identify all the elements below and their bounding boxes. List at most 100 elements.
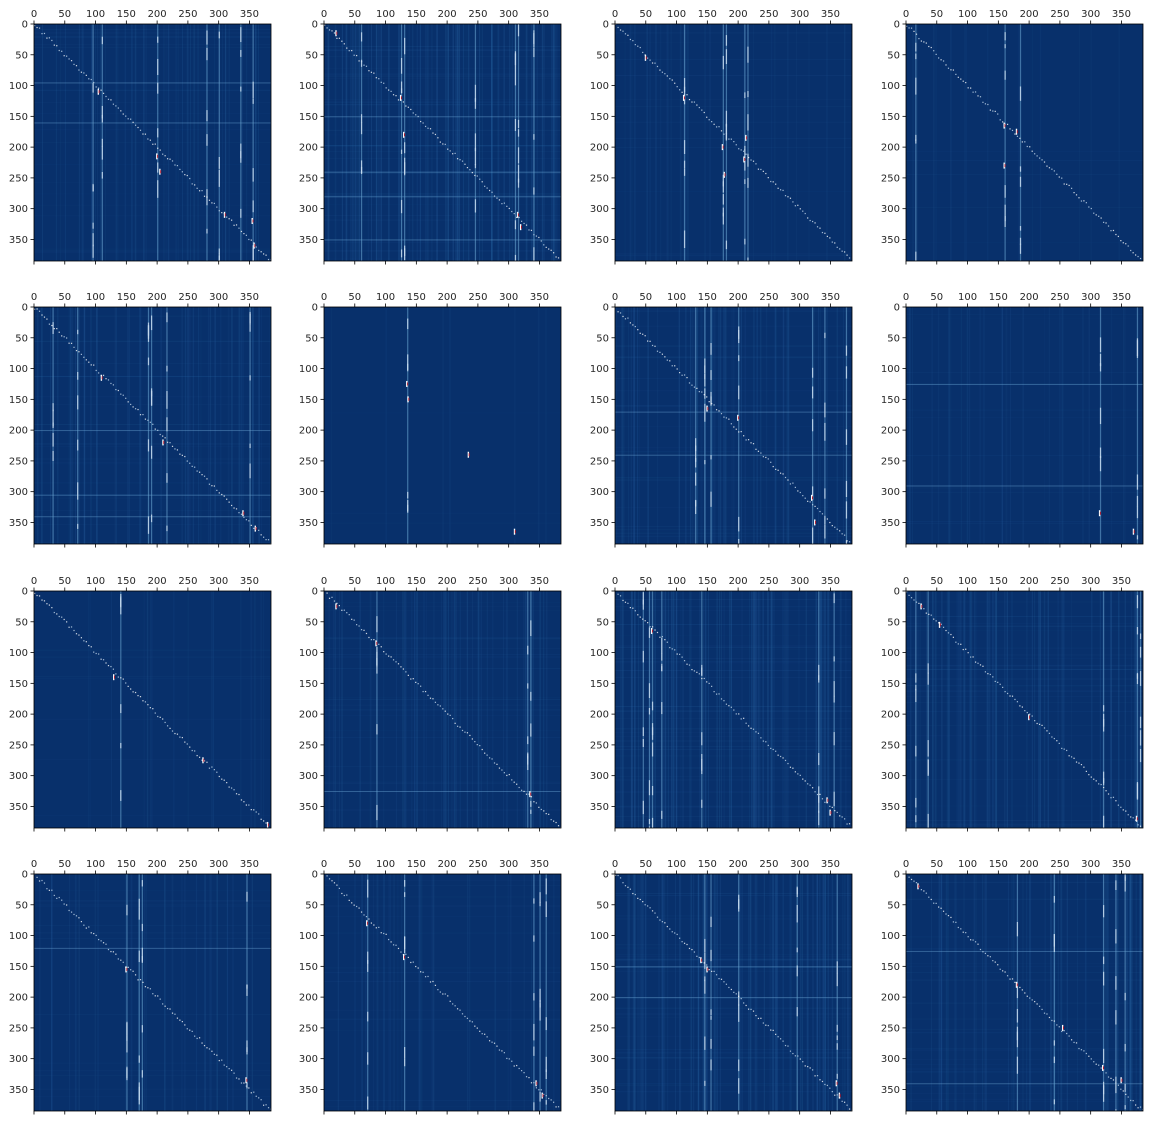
diagonal-cell <box>550 1099 552 1101</box>
column-peak <box>367 879 369 898</box>
texture-column <box>210 874 212 1111</box>
texture-row <box>906 455 1143 457</box>
diagonal-cell <box>656 350 659 352</box>
peak-cell <box>156 153 158 160</box>
diagonal-cell <box>43 32 46 35</box>
texture-column <box>36 307 39 544</box>
diagonal-cell <box>90 646 92 648</box>
column-peak <box>533 1023 535 1041</box>
diagonal-cell <box>358 907 360 909</box>
texture-column <box>137 874 139 1111</box>
x-tick-label: 250 <box>1050 292 1069 303</box>
texture-row <box>615 529 852 531</box>
diagonal-cell <box>235 1077 238 1079</box>
texture-column <box>252 307 254 544</box>
diagonal-cell <box>841 816 843 818</box>
texture-row <box>906 668 1143 670</box>
column-peak <box>1099 337 1102 353</box>
texture-column <box>462 24 464 261</box>
texture-row <box>324 653 561 655</box>
column-peak <box>1102 815 1105 828</box>
column-peak <box>545 901 547 918</box>
y-tick-label: 0 <box>894 587 900 598</box>
diagonal-cell <box>58 331 60 333</box>
texture-column <box>466 591 469 828</box>
diagonal-cell <box>132 970 134 972</box>
diagonal-cell <box>982 665 984 667</box>
diagonal-cell <box>619 312 622 314</box>
texture-column <box>1052 874 1054 1111</box>
texture-column <box>334 24 337 261</box>
texture-column <box>1060 874 1063 1111</box>
diagonal-cell <box>933 50 935 52</box>
texture-column <box>448 24 449 261</box>
bright-column <box>796 874 798 1111</box>
diagonal-cell <box>550 249 552 251</box>
column-peak <box>249 324 251 332</box>
diagonal-cell <box>730 138 732 140</box>
column-peak <box>1053 1056 1055 1064</box>
bright-column <box>701 591 703 828</box>
diagonal-cell <box>255 1095 257 1097</box>
diagonal-cell <box>972 91 974 93</box>
diagonal-cell <box>1073 757 1075 759</box>
diagonal-cell <box>760 168 762 171</box>
diagonal-cell <box>262 820 265 822</box>
diagonal-cell <box>363 914 365 916</box>
diagonal-cell <box>471 171 473 174</box>
hot-cell <box>836 1081 838 1085</box>
diagonal-cell <box>1051 1019 1053 1022</box>
column-peak <box>915 77 917 95</box>
diagonal-cell <box>693 386 696 388</box>
diagonal-cell <box>248 238 250 241</box>
diagonal-cell <box>839 815 841 817</box>
bright-column <box>367 874 369 1111</box>
diagonal-cell <box>218 210 220 212</box>
diagonal-cell <box>169 158 171 160</box>
texture-column <box>713 874 715 1111</box>
diagonal-cell <box>970 87 972 89</box>
diagonal-cell <box>61 50 63 52</box>
texture-column <box>787 591 789 828</box>
diagonal-cell <box>1120 240 1122 242</box>
diagonal-cell <box>846 254 848 256</box>
diagonal-cell <box>476 175 478 177</box>
x-tick-label: 200 <box>438 9 457 20</box>
diagonal-cell <box>779 472 782 474</box>
texture-column <box>457 24 459 261</box>
bright-column <box>77 307 79 544</box>
diagonal-cell <box>191 183 193 185</box>
texture-column <box>1079 24 1081 261</box>
texture-column <box>818 591 821 828</box>
diagonal-cell <box>617 26 619 29</box>
y-tick-label: 100 <box>881 81 900 92</box>
texture-column <box>167 24 170 261</box>
diagonal-cell <box>942 60 945 62</box>
texture-row <box>906 1002 1143 1004</box>
texture-row <box>906 702 1143 704</box>
y-tick-label: 350 <box>9 802 28 813</box>
diagonal-cell <box>238 512 240 514</box>
x-tick-label: 250 <box>468 576 487 587</box>
diagonal-cell <box>755 163 757 165</box>
y-tick-label: 100 <box>590 81 609 92</box>
texture-column <box>731 307 733 544</box>
diagonal-cell <box>1011 129 1014 132</box>
x-tick-label: 50 <box>58 9 71 20</box>
texture-column <box>827 874 829 1111</box>
diagonal-cell <box>970 656 972 658</box>
texture-column <box>375 24 378 261</box>
heatmap-panel-14: 0 50 100 150 200 250 300 3500501001502002503003… <box>299 859 562 1115</box>
diagonal-cell <box>839 248 841 250</box>
texture-column <box>393 874 396 1111</box>
texture-row <box>324 73 561 75</box>
diagonal-cell <box>530 796 533 798</box>
diagonal-cell <box>235 508 238 510</box>
column-peak <box>360 160 363 175</box>
texture-row <box>906 979 1143 981</box>
texture-column <box>423 591 425 828</box>
diagonal-cell <box>164 437 166 439</box>
texture-column <box>713 874 715 1111</box>
diagonal-cell <box>777 754 779 756</box>
diagonal-cell <box>632 892 634 895</box>
